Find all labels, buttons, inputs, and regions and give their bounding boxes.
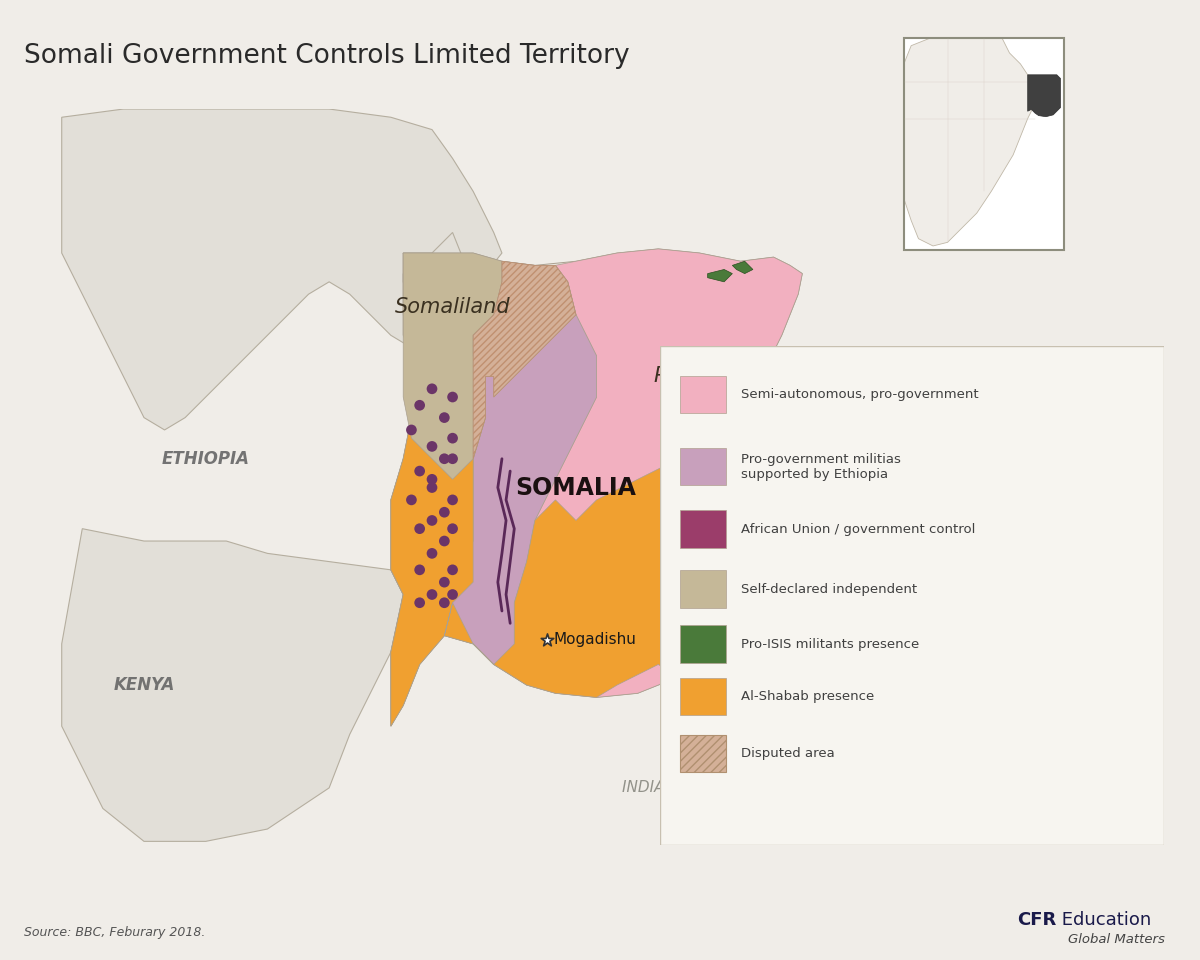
Polygon shape xyxy=(515,249,803,697)
FancyBboxPatch shape xyxy=(680,735,726,773)
FancyBboxPatch shape xyxy=(680,511,726,548)
Circle shape xyxy=(439,577,450,588)
Circle shape xyxy=(427,482,437,492)
Circle shape xyxy=(439,536,450,546)
Point xyxy=(538,632,557,647)
Text: Somaliland: Somaliland xyxy=(395,297,510,317)
Circle shape xyxy=(439,507,450,517)
Circle shape xyxy=(427,548,437,559)
Circle shape xyxy=(414,523,425,534)
Polygon shape xyxy=(904,38,1034,246)
Polygon shape xyxy=(1027,75,1061,117)
Circle shape xyxy=(414,564,425,575)
Text: Pro-ISIS militants presence: Pro-ISIS militants presence xyxy=(740,637,919,651)
Polygon shape xyxy=(391,274,790,726)
Text: African Union / government control: African Union / government control xyxy=(740,523,976,536)
FancyBboxPatch shape xyxy=(680,678,726,715)
Text: Mogadishu: Mogadishu xyxy=(553,633,636,647)
Circle shape xyxy=(439,597,450,608)
Circle shape xyxy=(427,441,437,452)
FancyBboxPatch shape xyxy=(680,448,726,486)
Circle shape xyxy=(448,494,458,505)
Text: Global Matters: Global Matters xyxy=(1068,932,1164,946)
Circle shape xyxy=(448,433,458,444)
Text: Education: Education xyxy=(1056,911,1151,929)
Polygon shape xyxy=(61,109,502,430)
Text: KENYA: KENYA xyxy=(113,676,175,694)
Circle shape xyxy=(448,564,458,575)
Polygon shape xyxy=(391,253,486,726)
Text: SOMALIA: SOMALIA xyxy=(516,475,636,499)
Text: Semi-autonomous, pro-government: Semi-autonomous, pro-government xyxy=(740,388,978,401)
Polygon shape xyxy=(473,261,576,459)
Circle shape xyxy=(448,453,458,464)
Text: Puntland: Puntland xyxy=(653,367,745,387)
Text: Somali Government Controls Limited Territory: Somali Government Controls Limited Terri… xyxy=(24,43,630,69)
Text: CFR: CFR xyxy=(1016,911,1056,929)
FancyBboxPatch shape xyxy=(680,375,726,413)
Circle shape xyxy=(427,589,437,600)
Text: Al-Shabab presence: Al-Shabab presence xyxy=(740,690,874,703)
Circle shape xyxy=(406,424,416,435)
Polygon shape xyxy=(732,261,752,274)
Polygon shape xyxy=(444,261,596,685)
Text: Pro-government militias
supported by Ethiopia: Pro-government militias supported by Eth… xyxy=(740,453,900,481)
Circle shape xyxy=(448,589,458,600)
Circle shape xyxy=(448,392,458,402)
Text: Self-declared independent: Self-declared independent xyxy=(740,583,917,596)
Circle shape xyxy=(427,474,437,485)
Circle shape xyxy=(448,523,458,534)
Circle shape xyxy=(439,412,450,423)
FancyBboxPatch shape xyxy=(680,625,726,662)
FancyBboxPatch shape xyxy=(660,346,1164,845)
Polygon shape xyxy=(403,253,502,479)
Circle shape xyxy=(439,453,450,464)
Text: Source: BBC, Feburary 2018.: Source: BBC, Feburary 2018. xyxy=(24,926,205,939)
Circle shape xyxy=(406,494,416,505)
Circle shape xyxy=(427,383,437,395)
Circle shape xyxy=(414,597,425,608)
Text: Disputed area: Disputed area xyxy=(740,748,834,760)
Text: ETHIOPIA: ETHIOPIA xyxy=(162,449,250,468)
Circle shape xyxy=(427,516,437,526)
Polygon shape xyxy=(708,270,732,282)
Polygon shape xyxy=(391,249,803,726)
Circle shape xyxy=(414,466,425,476)
Circle shape xyxy=(414,400,425,411)
Polygon shape xyxy=(61,529,403,841)
Polygon shape xyxy=(403,232,461,274)
Text: INDIAN OCEAN: INDIAN OCEAN xyxy=(623,780,736,796)
FancyBboxPatch shape xyxy=(680,570,726,608)
